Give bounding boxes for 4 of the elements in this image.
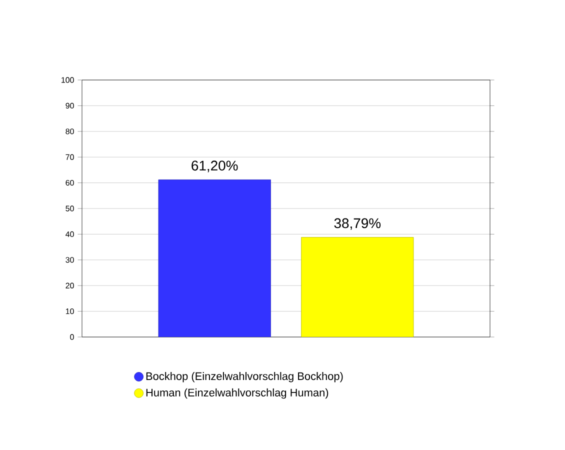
data-label: 38,79% — [334, 218, 381, 230]
data-label: 61,20% — [192, 160, 238, 172]
legend-label: Human (Einzelwahlvorschlag Human) — [146, 388, 328, 399]
legend-label: Bockhop (Einzelwahlvorschlag Bockhop) — [146, 372, 343, 382]
